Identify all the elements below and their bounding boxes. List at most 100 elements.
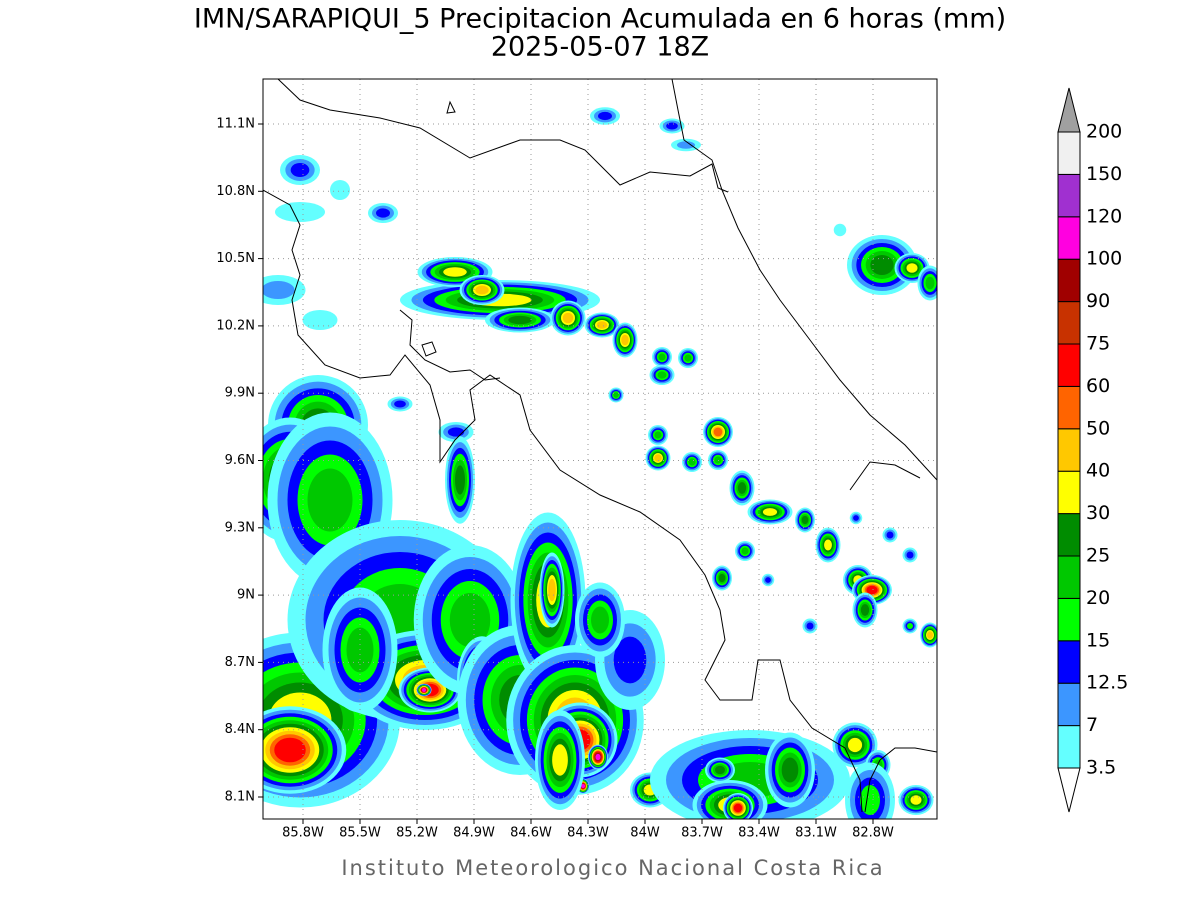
lon-tick-label: 84.6W [510,826,552,841]
precip-area [801,515,809,525]
lat-tick-label: 10.2N [216,318,255,333]
lon-tick-label: 85.8W [282,826,324,841]
colorbar-label: 50 [1086,417,1110,439]
lat-tick-label: 8.4N [225,722,255,737]
precip-area [677,141,695,149]
colorbar-band [1057,343,1081,387]
colorbar-label: 30 [1086,502,1110,524]
precip-area [275,202,325,222]
colorbar-band [1057,216,1081,260]
precip-area [422,688,426,692]
lat-tick-label: 10.8N [216,184,255,199]
colorbar-label: 7 [1086,714,1098,736]
title: IMN/SARAPIQUI_5 Precipitacion Acumulada … [194,4,1006,35]
colorbar-label: 90 [1086,290,1110,312]
colorbar-label: 75 [1086,333,1110,355]
precip-area [886,531,894,539]
precip-area [302,310,338,330]
colorbar-label: 120 [1086,205,1122,227]
precip-area [508,315,532,325]
precip-area [866,585,878,595]
precip-area [906,263,918,273]
precip-area [274,737,306,763]
lon-tick-label: 82.8W [852,826,894,841]
precip-area [688,458,696,466]
precip-area [552,744,568,776]
precip-area [290,163,310,177]
colorbar-band [1057,555,1081,599]
colorbar-band [1057,385,1081,430]
lon-tick-label: 83.4W [738,826,780,841]
precip-area [621,334,629,346]
lat-tick-label: 8.1N [225,790,255,805]
precip-area [591,606,609,634]
precip-area [713,427,723,437]
colorbar-label: 20 [1086,587,1110,609]
colorbar-band [1057,428,1081,472]
precip-area [263,281,295,299]
lon-tick-label: 83.1W [795,826,837,841]
lon-tick-label: 85.2W [396,826,438,841]
lon-tick-label: 85.5W [339,826,381,841]
precip-area [906,551,914,559]
precip-area [475,285,489,295]
footer: Instituto Meteorologico Nacional Costa R… [341,856,884,880]
lat-tick-label: 9N [237,588,255,603]
coastlines [263,79,937,813]
precip-area [447,427,465,437]
precip-area [833,223,847,237]
colorbar-band [1057,173,1081,218]
colorbar-band [1057,513,1081,557]
colorbar-band [1057,131,1081,175]
colorbar-band [1057,597,1081,642]
colorbar-band [1057,470,1081,515]
colorbar-band [1057,258,1081,303]
colorbar-label: 60 [1086,375,1110,397]
colorbar-band [1057,682,1081,727]
colorbar-label: 15 [1086,629,1110,651]
precip-area [853,515,859,521]
colorbar: 3.5 7 12.5 15 20 25 30 40 50 60 75 90 100 120 150 200 [1057,87,1128,813]
precip-area [907,623,913,629]
precip-area [596,321,608,329]
precip-area [860,785,880,815]
precip-area [715,765,725,775]
precip-area [658,353,666,361]
colorbar-label: 100 [1086,248,1122,270]
colorbar-band [1057,640,1081,684]
precip-area [455,465,465,495]
precip-area [666,122,678,130]
lat-tick-label: 11.1N [216,117,255,132]
precip-area [765,577,771,583]
lat-tick-label: 8.7N [225,655,255,670]
precip-area [443,267,467,277]
colorbar-under [1057,767,1081,813]
precip-area [870,255,894,275]
precip-area [824,539,832,551]
lon-tick-label: 84.9W [453,826,495,841]
colorbar-band [1057,725,1081,769]
lon-tick-label: 84W [630,826,660,841]
precip-area [613,636,647,684]
map-frame [262,78,938,820]
precip-area [562,312,574,324]
precip-area [330,180,350,200]
colorbar-label: 25 [1086,545,1110,567]
colorbar-label: 150 [1086,163,1122,185]
precip-area [737,482,747,494]
lon-tick-label: 83.7W [681,826,723,841]
precip-area [394,400,406,408]
precip-area [733,803,743,813]
precip-area [741,547,749,555]
grid: 85.8W 85.5W 85.2W 84.9W 84.6W 84.3W 84W 83.7W 83… [216,79,937,841]
precip-area [598,111,612,121]
precip-area [684,354,692,362]
precip-area [548,578,556,602]
precip-area [806,622,814,630]
lon-tick-label: 84.3W [567,826,609,841]
precip-area [910,795,922,805]
colorbar-label: 12.5 [1086,672,1128,694]
subtitle: 2025-05-07 18Z [491,32,709,63]
colorbar-band [1057,301,1081,345]
